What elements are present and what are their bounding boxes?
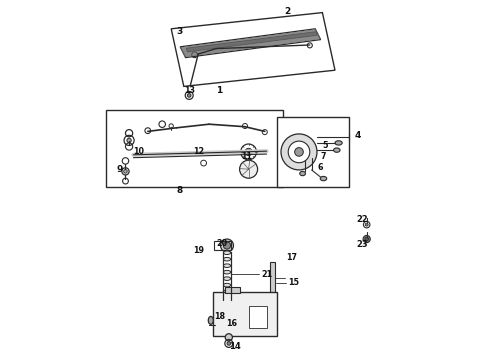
- Text: 14: 14: [229, 342, 241, 351]
- Circle shape: [227, 342, 231, 345]
- Text: 21: 21: [261, 270, 272, 279]
- Text: 9: 9: [116, 166, 122, 175]
- Circle shape: [240, 160, 258, 178]
- Ellipse shape: [223, 257, 231, 261]
- Ellipse shape: [335, 141, 342, 145]
- Text: 3: 3: [176, 27, 182, 36]
- Ellipse shape: [334, 148, 340, 152]
- Text: 18: 18: [215, 312, 225, 321]
- Ellipse shape: [269, 296, 275, 301]
- Polygon shape: [180, 29, 320, 58]
- Bar: [225, 287, 240, 293]
- Text: 20: 20: [216, 239, 227, 248]
- Ellipse shape: [223, 296, 231, 300]
- Circle shape: [288, 141, 310, 163]
- Text: 1: 1: [216, 86, 222, 95]
- Circle shape: [220, 239, 233, 252]
- Text: 15: 15: [288, 278, 299, 287]
- Circle shape: [365, 237, 368, 241]
- Bar: [213, 292, 277, 336]
- Text: 7: 7: [320, 152, 326, 161]
- Circle shape: [223, 242, 231, 249]
- Circle shape: [363, 235, 370, 243]
- Circle shape: [127, 138, 131, 143]
- Bar: [215, 241, 231, 250]
- Circle shape: [123, 170, 127, 173]
- Text: 6: 6: [317, 163, 322, 172]
- Text: 17: 17: [286, 253, 297, 262]
- Ellipse shape: [223, 277, 231, 280]
- Circle shape: [187, 94, 191, 97]
- Ellipse shape: [223, 290, 231, 293]
- Circle shape: [294, 148, 303, 156]
- Bar: [270, 262, 274, 296]
- Text: 11: 11: [242, 152, 252, 161]
- Circle shape: [365, 223, 368, 226]
- Text: 19: 19: [193, 246, 204, 255]
- Circle shape: [225, 334, 232, 341]
- Ellipse shape: [223, 270, 231, 274]
- Text: 16: 16: [226, 320, 237, 328]
- Polygon shape: [186, 32, 317, 52]
- Ellipse shape: [223, 283, 231, 287]
- Text: 23: 23: [357, 240, 368, 249]
- Text: 12: 12: [193, 147, 204, 156]
- Ellipse shape: [320, 176, 327, 181]
- Text: 13: 13: [184, 86, 195, 95]
- Polygon shape: [171, 13, 335, 86]
- Ellipse shape: [208, 316, 213, 324]
- Text: 2: 2: [285, 7, 291, 16]
- Bar: [106, 110, 283, 187]
- Ellipse shape: [223, 251, 231, 255]
- Circle shape: [281, 134, 317, 170]
- Text: 8: 8: [176, 186, 183, 195]
- Text: 4: 4: [355, 131, 361, 140]
- Text: 5: 5: [322, 141, 328, 150]
- Circle shape: [245, 148, 252, 156]
- Ellipse shape: [300, 171, 305, 176]
- Text: 22: 22: [357, 215, 368, 224]
- Bar: [248, 306, 267, 328]
- Ellipse shape: [223, 264, 231, 267]
- Bar: [277, 117, 349, 187]
- Text: 10: 10: [133, 147, 145, 156]
